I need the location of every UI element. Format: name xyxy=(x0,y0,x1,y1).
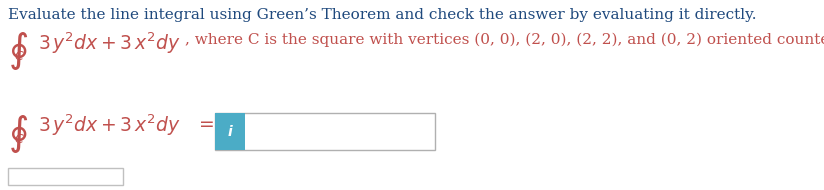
FancyBboxPatch shape xyxy=(215,113,245,150)
Text: $3\,y^2dx + 3\,x^2dy$: $3\,y^2dx + 3\,x^2dy$ xyxy=(38,113,181,139)
Text: $=$: $=$ xyxy=(195,113,214,132)
Text: , where C is the square with vertices (0, 0), (2, 0), (2, 2), and (0, 2) oriente: , where C is the square with vertices (0… xyxy=(185,33,824,47)
FancyBboxPatch shape xyxy=(8,168,123,185)
Text: Evaluate the line integral using Green’s Theorem and check the answer by evaluat: Evaluate the line integral using Green’s… xyxy=(8,8,756,22)
Text: $3\,y^2dx + 3\,x^2dy$: $3\,y^2dx + 3\,x^2dy$ xyxy=(38,30,181,55)
Text: $\oint$: $\oint$ xyxy=(8,30,28,72)
Text: $\oint$: $\oint$ xyxy=(8,113,28,155)
Text: $C$: $C$ xyxy=(14,50,25,63)
FancyBboxPatch shape xyxy=(215,113,435,150)
Text: i: i xyxy=(227,124,232,139)
Text: $C$: $C$ xyxy=(14,133,25,146)
